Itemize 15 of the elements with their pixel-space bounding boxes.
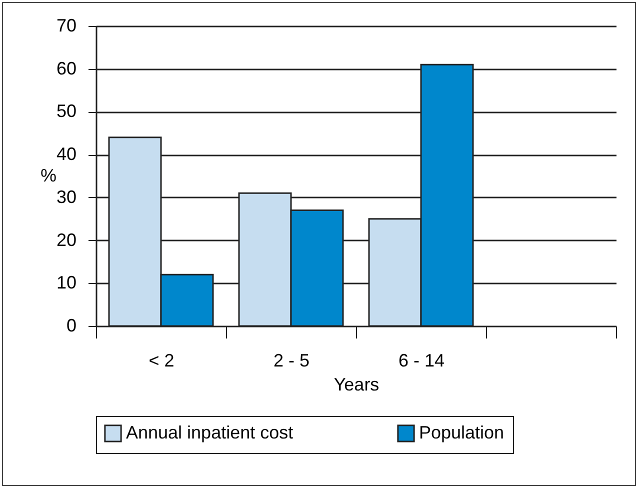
legend-label: Population [419,422,504,442]
y-tick-label: 30 [56,186,76,207]
y-axis-title: % [40,166,56,186]
y-tick-label: 60 [56,58,76,78]
x-axis-title: Years [334,374,380,394]
x-tick-label: 2 - 5 [273,350,310,370]
y-tick-label: 10 [56,272,76,293]
x-tick-label: 6 - 14 [398,350,445,370]
y-tick-label: 70 [56,16,76,36]
legend-label: Annual inpatient cost [126,422,294,442]
y-tick-label: 40 [56,144,76,164]
x-tick-label: < 2 [148,350,174,370]
y-tick-label: 0 [66,316,76,336]
y-tick-label: 20 [56,230,76,250]
y-tick-label: 50 [56,101,76,122]
